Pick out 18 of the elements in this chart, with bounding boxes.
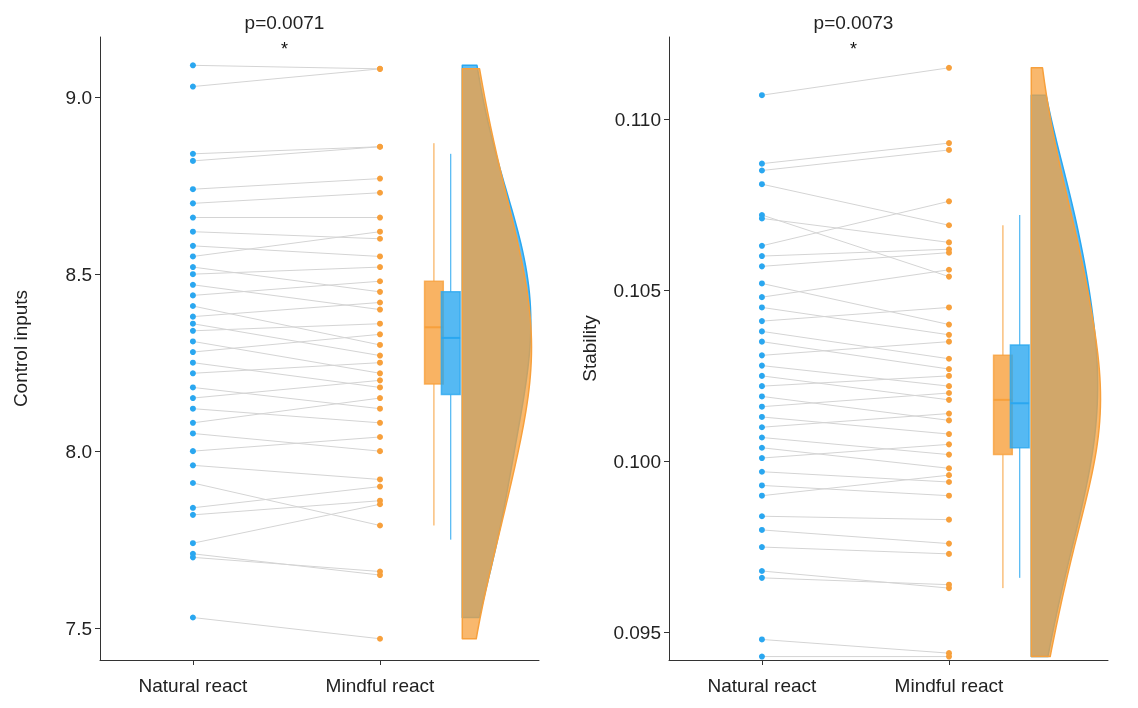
y-tick-label: 8.5 xyxy=(65,263,92,285)
y-tick-label: 0.095 xyxy=(613,622,661,644)
chart-title: p=0.0073 xyxy=(813,12,894,33)
y-tick-label: 0.105 xyxy=(613,279,661,301)
chart-title: p=0.0071 xyxy=(244,12,325,33)
x-tick-label: Natural react xyxy=(138,675,249,696)
y-tick-label: 7.5 xyxy=(65,617,92,639)
annotation: * xyxy=(850,39,858,59)
y-tick-label: 8.0 xyxy=(65,440,92,462)
y-tick-label: 9.0 xyxy=(65,86,92,108)
x-tick-label: Mindful react xyxy=(325,675,436,696)
y-tick-label: 0.110 xyxy=(614,108,661,130)
y-axis-title: Control inputs xyxy=(10,289,31,408)
y-tick-label: 0.100 xyxy=(613,450,661,472)
x-tick-label: Natural react xyxy=(707,675,818,696)
annotation: * xyxy=(281,39,289,59)
x-tick-label: Mindful react xyxy=(894,675,1005,696)
y-axis-title: Stability xyxy=(579,314,600,382)
